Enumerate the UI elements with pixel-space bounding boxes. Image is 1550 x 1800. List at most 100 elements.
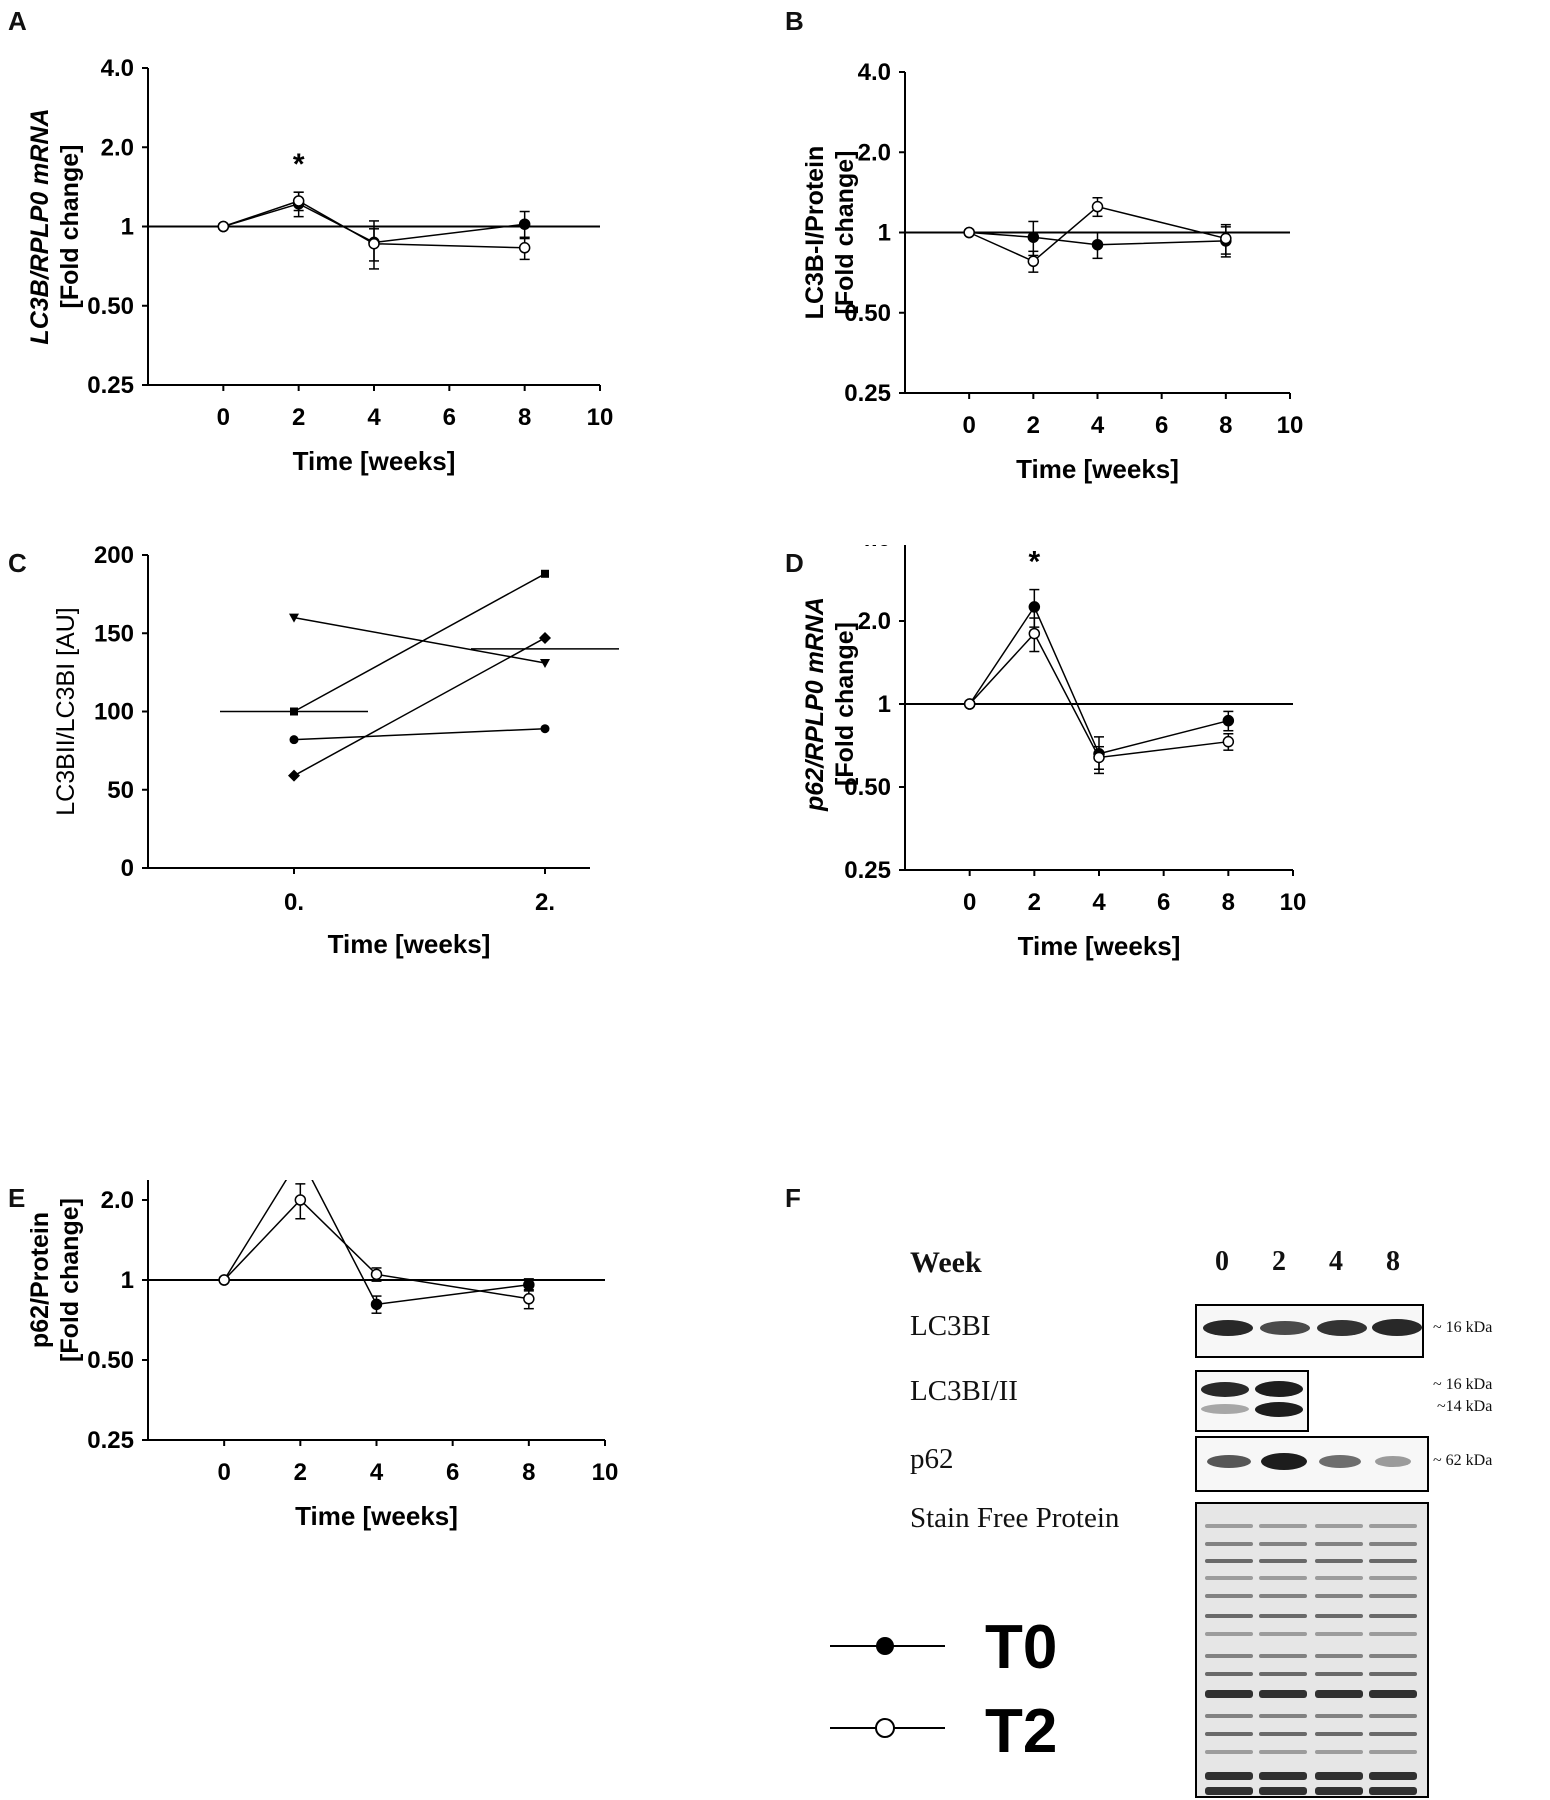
y-tick-label: 0.25 (87, 372, 134, 399)
stain-band (1315, 1524, 1363, 1528)
y-axis-title: p62/RPLP0 mRNA (801, 597, 829, 812)
data-point-diamond (288, 769, 300, 782)
data-point-square (541, 569, 549, 578)
x-axis-title: Time [weeks] (1016, 454, 1179, 484)
stain-band (1369, 1524, 1417, 1528)
data-point-t2 (1027, 255, 1040, 268)
stain-band (1205, 1632, 1253, 1636)
data-point-t2 (368, 237, 380, 250)
data-point-t2 (963, 698, 976, 710)
stain-band (1369, 1690, 1417, 1698)
stain-band (1369, 1614, 1417, 1618)
x-tick-label: 8 (522, 1459, 535, 1486)
data-point-t0 (1222, 714, 1235, 727)
y-tick-label: 1 (878, 220, 891, 247)
stain-band (1205, 1772, 1253, 1780)
y-axis-title: p62/Protein (26, 1212, 54, 1348)
y-axis-title: LC3B/RPLP0 mRNA (26, 108, 54, 344)
stain-band (1315, 1672, 1363, 1676)
data-point-t2 (1220, 232, 1232, 245)
panel-label-e: E (8, 1183, 26, 1213)
stain-band (1259, 1654, 1307, 1658)
stain-band (1205, 1524, 1253, 1528)
blot-lc3bi (1195, 1304, 1424, 1358)
x-tick-label: 0. (284, 889, 304, 916)
x-tick-label: 4 (367, 404, 381, 431)
blot-week-0: 0 (1215, 1246, 1229, 1277)
legend-t0-marker (876, 1637, 894, 1655)
data-point-t2 (1091, 200, 1104, 213)
stain-band (1205, 1672, 1253, 1676)
stain-band (1369, 1576, 1417, 1580)
x-tick-label: 6 (446, 1459, 459, 1486)
stain-band (1205, 1732, 1253, 1736)
x-tick-label: 6 (1155, 412, 1168, 439)
blot-p62 (1195, 1436, 1429, 1492)
y-axis-title: [Fold change] (831, 622, 859, 786)
stain-band (1369, 1714, 1417, 1718)
stain-band (1315, 1594, 1363, 1598)
stain-band (1259, 1690, 1307, 1698)
x-tick-label: 10 (592, 1459, 619, 1486)
blot-row-label: p62 (910, 1443, 954, 1475)
stain-band (1369, 1750, 1417, 1754)
y-tick-label: 1 (121, 214, 134, 241)
panel-label-f: F (785, 1183, 801, 1213)
x-tick-label: 0 (962, 412, 975, 439)
data-point-triangle (289, 613, 299, 623)
y-tick-label: 50 (107, 777, 134, 804)
stain-band (1315, 1732, 1363, 1736)
y-tick-label: 2.0 (858, 139, 891, 166)
stain-band (1369, 1654, 1417, 1658)
data-point-t2 (518, 242, 531, 254)
stain-band (1259, 1614, 1307, 1618)
y-tick-label: 2.0 (101, 1187, 134, 1214)
subject-line (293, 573, 546, 713)
data-point-t0 (1091, 238, 1104, 251)
data-point-t0 (523, 1278, 535, 1291)
stain-band (1315, 1714, 1363, 1718)
x-tick-label: 2. (535, 889, 555, 916)
stain-band (1259, 1594, 1307, 1598)
series-line-t2 (223, 200, 525, 249)
y-tick-label: 150 (94, 620, 134, 647)
stain-band (1205, 1559, 1253, 1563)
x-tick-label: 6 (443, 404, 456, 431)
x-tick-label: 2 (294, 1459, 307, 1486)
stain-band (1369, 1632, 1417, 1636)
data-point-t2 (963, 226, 975, 239)
stain-band (1369, 1672, 1417, 1676)
data-point-t0 (1028, 601, 1041, 613)
data-point-t0 (518, 218, 531, 230)
stain-band (1205, 1654, 1253, 1658)
y-tick-label: 0.25 (87, 1427, 134, 1454)
stain-band (1259, 1542, 1307, 1546)
x-axis-title: Time [weeks] (295, 1501, 458, 1531)
y-tick-label: 0.25 (844, 380, 891, 407)
x-axis-title: Time [weeks] (328, 929, 491, 959)
legend-t2-label: T2 (985, 1697, 1057, 1766)
data-point-t0 (1027, 231, 1040, 243)
x-tick-label: 10 (1280, 889, 1307, 916)
y-axis-title: [Fold change] (831, 151, 859, 315)
blot-size-label: ~ 62 kDa (1433, 1452, 1493, 1469)
data-point-t2 (1093, 751, 1105, 764)
stain-band (1205, 1750, 1253, 1754)
stain-band (1315, 1654, 1363, 1658)
blot-row-label: LC3BI (910, 1310, 991, 1342)
x-tick-label: 8 (518, 404, 531, 431)
stain-band (1205, 1714, 1253, 1718)
data-point-t0 (370, 1298, 383, 1311)
y-tick-label: 4.0 (101, 55, 134, 82)
stain-band (1315, 1690, 1363, 1698)
stain-band (1315, 1772, 1363, 1780)
x-tick-label: 10 (1277, 412, 1304, 439)
data-point-t2 (1222, 735, 1235, 748)
stain-band (1205, 1594, 1253, 1598)
stain-band (1315, 1576, 1363, 1580)
data-point-t2 (218, 1274, 230, 1286)
legend-t2-marker (875, 1718, 895, 1738)
chart-b-lc3b-protein: 0.25 0.50 1 2.0 4.0 LC3B-I/Protein [Fold chang… (801, 59, 1304, 484)
x-tick-label: 6 (1157, 889, 1170, 916)
